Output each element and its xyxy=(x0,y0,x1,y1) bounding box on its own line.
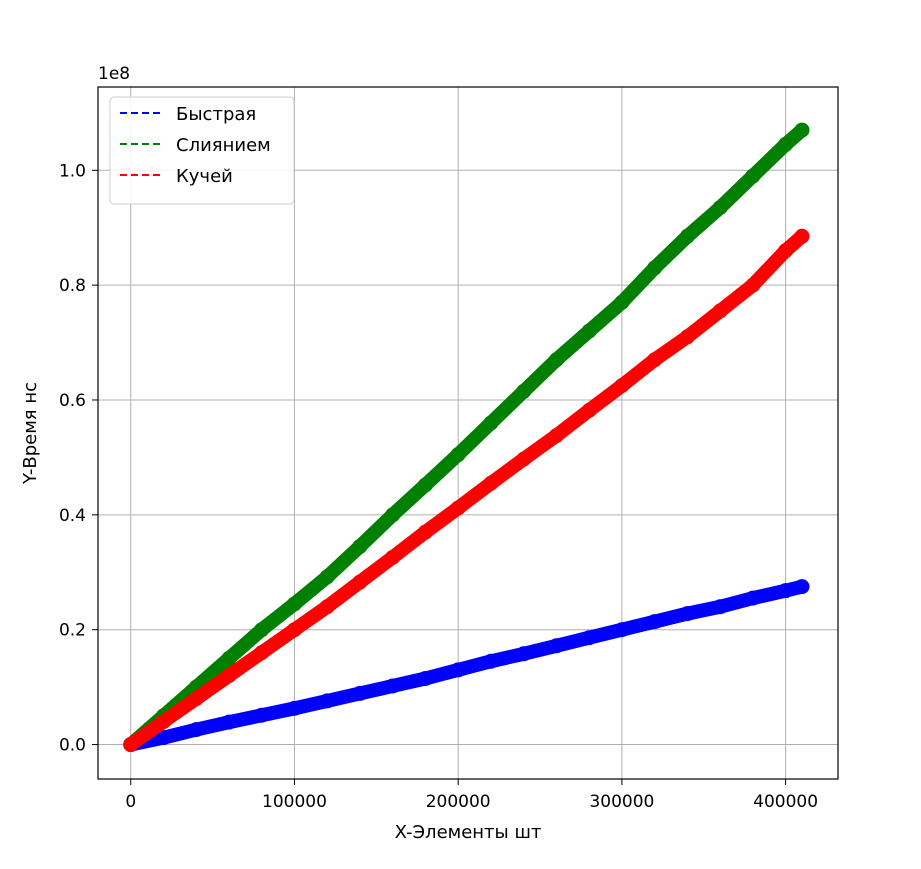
y-axis-ticks: 0.0 0.2 0.4 0.6 0.8 1.0 xyxy=(59,161,98,756)
data-point xyxy=(548,638,564,654)
x-tick-label: 400000 xyxy=(753,792,818,812)
grid xyxy=(98,87,838,779)
series-Быстрая xyxy=(123,579,810,753)
data-point xyxy=(614,622,630,638)
series-Кучей xyxy=(123,228,810,753)
y-tick-label: 0.4 xyxy=(59,506,86,526)
y-tick-label: 0.0 xyxy=(59,736,86,756)
series-Слиянием xyxy=(123,122,810,753)
x-tick-label: 300000 xyxy=(589,792,654,812)
y-tick-label: 0.6 xyxy=(59,391,86,411)
legend: Быстрая Слиянием Кучей xyxy=(109,96,295,205)
data-point xyxy=(647,614,663,630)
data-point xyxy=(581,630,597,646)
y-tick-label: 1.0 xyxy=(59,161,86,181)
series-line xyxy=(130,129,803,746)
y-axis-label: Y-Время нс xyxy=(20,382,41,485)
data-point xyxy=(319,599,335,615)
data-point xyxy=(516,646,532,662)
data-point xyxy=(794,579,810,595)
y-tick-label: 0.8 xyxy=(59,276,86,296)
x-tick-label: 0 xyxy=(125,792,136,812)
y-axis-offset-label: 1e8 xyxy=(98,64,130,84)
data-point xyxy=(450,500,466,516)
y-tick-label: 0.2 xyxy=(59,621,86,641)
legend-label: Быстрая xyxy=(176,104,256,125)
plot-area: 0 100000 200000 300000 400000 0.00.20.40.60.… xyxy=(59,86,839,812)
series-layer xyxy=(123,122,810,753)
axes-frame xyxy=(97,86,839,780)
x-axis-ticks: 0 100000 200000 300000 400000 xyxy=(125,779,818,812)
series-line xyxy=(130,585,803,746)
legend-label: Слиянием xyxy=(176,135,271,156)
legend-label: Кучей xyxy=(176,166,233,187)
series-line xyxy=(130,235,803,746)
legend-box xyxy=(109,96,295,205)
x-tick-label: 200000 xyxy=(426,792,491,812)
x-axis-label: X-Элементы шт xyxy=(395,822,542,843)
x-tick-label: 100000 xyxy=(262,792,327,812)
data-point xyxy=(221,668,237,684)
data-point xyxy=(679,606,695,622)
